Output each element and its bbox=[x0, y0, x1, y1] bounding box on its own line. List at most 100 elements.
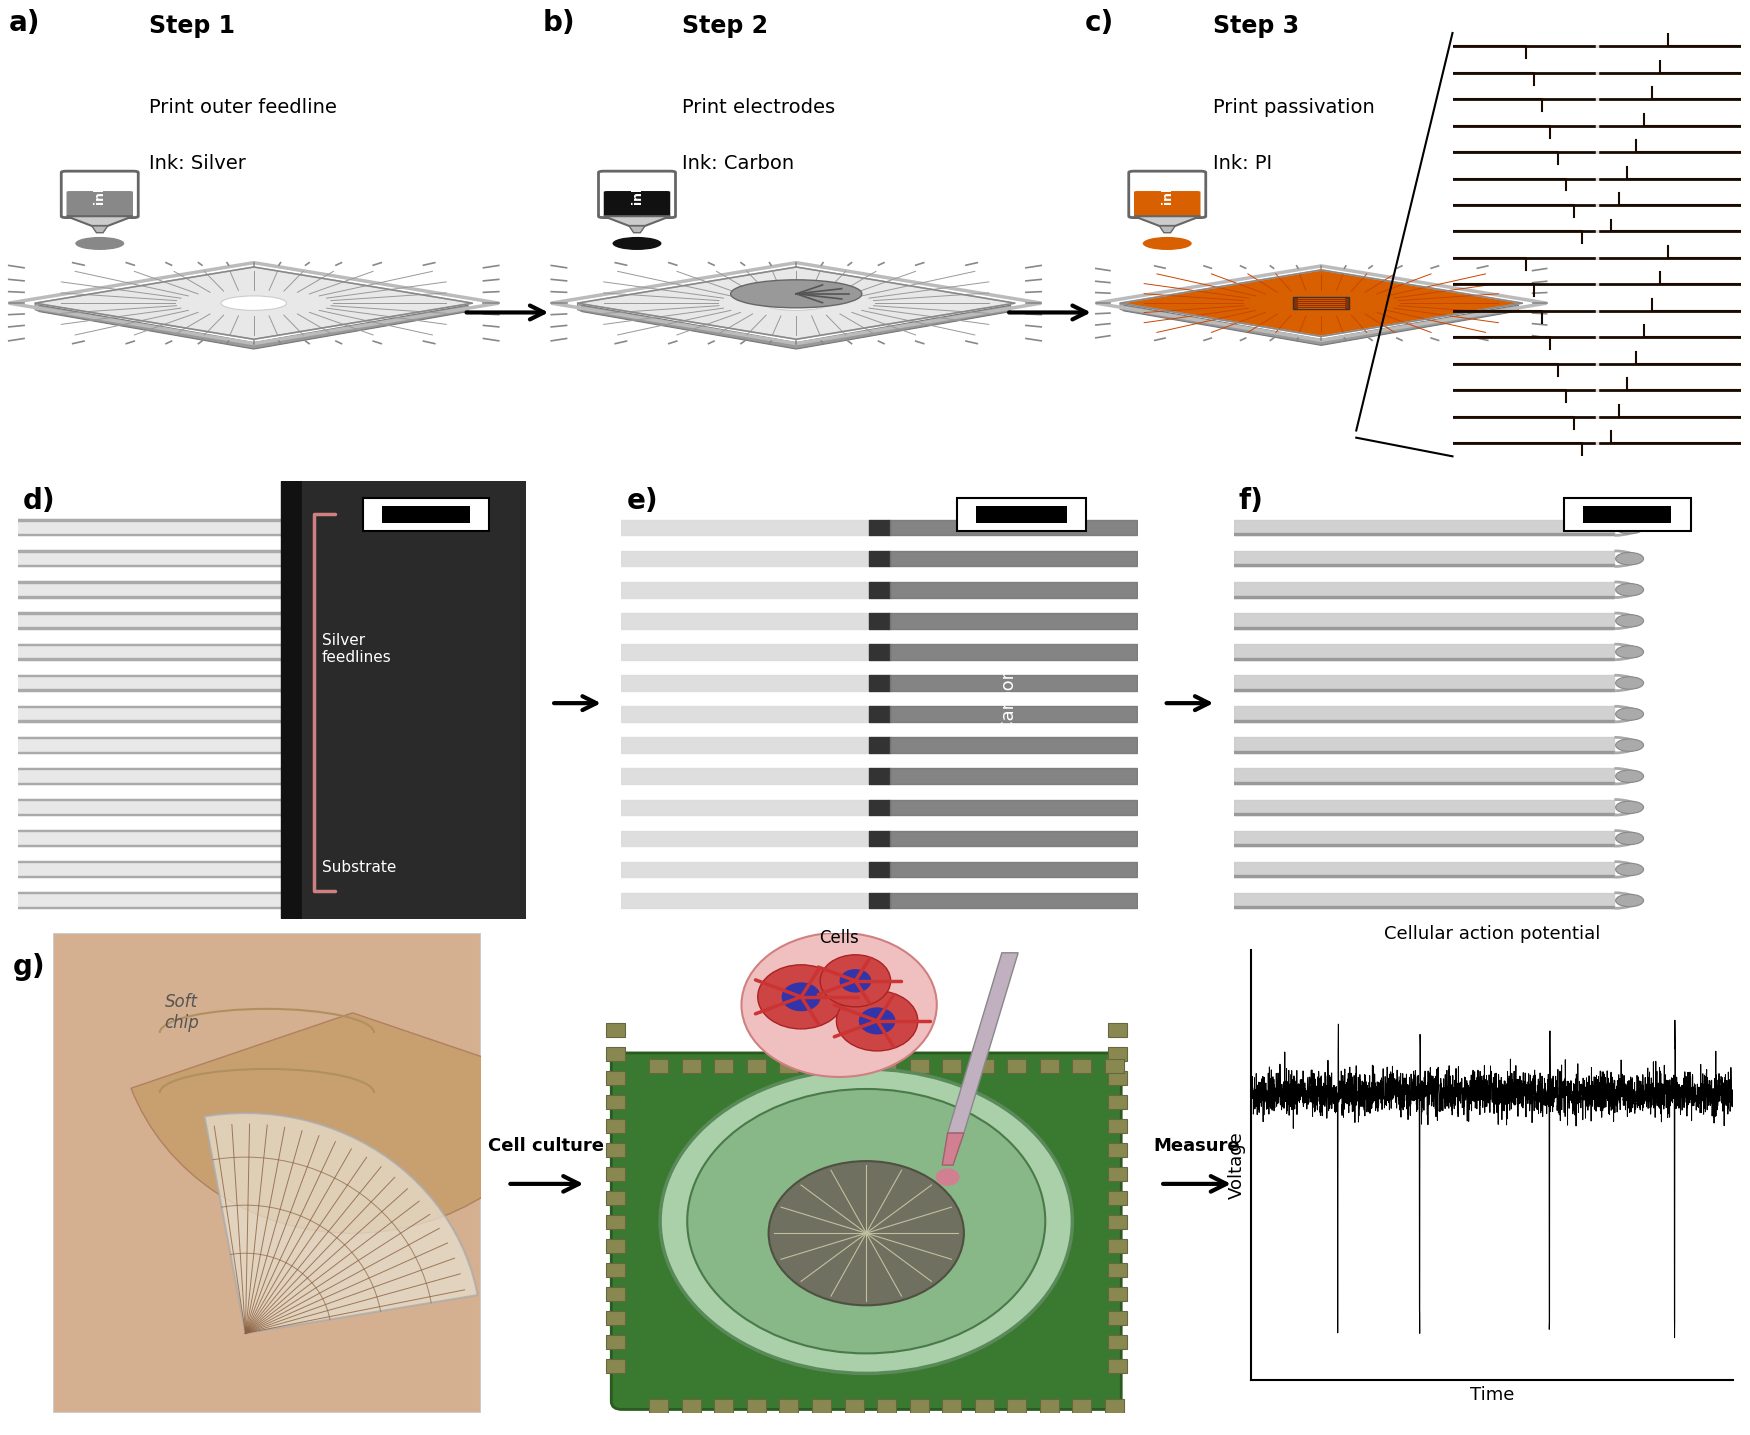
Bar bbox=[606, 1191, 625, 1205]
Text: Cells: Cells bbox=[819, 928, 859, 947]
Y-axis label: Voltage: Voltage bbox=[1228, 1131, 1246, 1200]
Text: c): c) bbox=[1085, 9, 1115, 37]
Bar bbox=[910, 1059, 929, 1073]
Ellipse shape bbox=[1615, 801, 1643, 814]
Bar bbox=[1582, 507, 1671, 522]
Ellipse shape bbox=[1615, 677, 1643, 689]
Bar bbox=[606, 1144, 625, 1157]
Polygon shape bbox=[205, 1114, 478, 1333]
FancyBboxPatch shape bbox=[1129, 171, 1206, 218]
Circle shape bbox=[660, 1069, 1073, 1373]
Polygon shape bbox=[628, 225, 646, 232]
FancyBboxPatch shape bbox=[52, 933, 481, 1413]
Text: Step 2: Step 2 bbox=[682, 14, 768, 37]
Bar bbox=[747, 1399, 766, 1413]
Bar bbox=[845, 1059, 863, 1073]
Bar bbox=[1108, 1144, 1127, 1157]
Bar bbox=[1564, 498, 1690, 531]
Bar bbox=[747, 1059, 766, 1073]
Bar bbox=[1008, 1399, 1026, 1413]
Text: Cell culture: Cell culture bbox=[488, 1137, 604, 1155]
Polygon shape bbox=[942, 1134, 964, 1165]
Bar bbox=[606, 1240, 625, 1253]
X-axis label: Time: Time bbox=[1470, 1386, 1514, 1403]
Title: Cellular action potential: Cellular action potential bbox=[1384, 926, 1600, 943]
Bar bbox=[910, 1399, 929, 1413]
Text: ink: ink bbox=[1160, 184, 1174, 204]
Polygon shape bbox=[66, 217, 133, 225]
Bar bbox=[1073, 1399, 1092, 1413]
Text: Print electrodes: Print electrodes bbox=[682, 98, 836, 116]
Bar bbox=[606, 1071, 625, 1085]
Bar bbox=[1108, 1095, 1127, 1109]
Ellipse shape bbox=[763, 296, 830, 310]
Bar bbox=[1108, 1359, 1127, 1373]
Ellipse shape bbox=[732, 280, 863, 307]
Bar bbox=[1073, 1059, 1092, 1073]
Text: Ink: Silver: Ink: Silver bbox=[149, 154, 245, 172]
Ellipse shape bbox=[1615, 739, 1643, 752]
Text: g): g) bbox=[12, 953, 46, 982]
Polygon shape bbox=[1124, 306, 1519, 346]
FancyBboxPatch shape bbox=[66, 191, 133, 217]
Circle shape bbox=[936, 1168, 959, 1185]
Polygon shape bbox=[581, 306, 1011, 349]
Bar bbox=[606, 1312, 625, 1326]
FancyBboxPatch shape bbox=[1134, 191, 1200, 217]
Bar bbox=[714, 1059, 733, 1073]
Circle shape bbox=[612, 237, 662, 250]
Ellipse shape bbox=[220, 296, 287, 310]
Bar bbox=[975, 1059, 994, 1073]
Text: Print passivation: Print passivation bbox=[1213, 98, 1374, 116]
Ellipse shape bbox=[1615, 521, 1643, 534]
Circle shape bbox=[821, 954, 891, 1007]
Bar bbox=[606, 1263, 625, 1277]
Bar bbox=[1108, 1071, 1127, 1085]
Polygon shape bbox=[1120, 303, 1124, 311]
Ellipse shape bbox=[1615, 894, 1643, 907]
Text: Step 3: Step 3 bbox=[1213, 14, 1298, 37]
Bar bbox=[382, 507, 471, 522]
Bar bbox=[1108, 1287, 1127, 1302]
Text: Soft
chip: Soft chip bbox=[164, 993, 198, 1032]
Bar bbox=[957, 498, 1085, 531]
Wedge shape bbox=[131, 1013, 574, 1233]
Text: f): f) bbox=[1239, 488, 1264, 515]
Ellipse shape bbox=[1615, 614, 1643, 627]
Polygon shape bbox=[578, 303, 581, 311]
Polygon shape bbox=[35, 267, 472, 339]
Bar bbox=[606, 1359, 625, 1373]
Text: Ink: Carbon: Ink: Carbon bbox=[682, 154, 794, 172]
Ellipse shape bbox=[1615, 864, 1643, 875]
Circle shape bbox=[768, 1161, 964, 1306]
Ellipse shape bbox=[1615, 771, 1643, 782]
Bar bbox=[606, 1336, 625, 1349]
Bar bbox=[606, 1215, 625, 1230]
Text: Silver
feedlines: Silver feedlines bbox=[322, 633, 392, 666]
FancyBboxPatch shape bbox=[598, 171, 676, 218]
Bar bbox=[1104, 1399, 1124, 1413]
Bar bbox=[606, 1023, 625, 1038]
Bar bbox=[606, 1095, 625, 1109]
Bar bbox=[779, 1059, 798, 1073]
Text: Step 1: Step 1 bbox=[149, 14, 234, 37]
Polygon shape bbox=[949, 953, 1018, 1134]
Polygon shape bbox=[604, 217, 670, 225]
Bar bbox=[1108, 1263, 1127, 1277]
Bar bbox=[1008, 1059, 1026, 1073]
Ellipse shape bbox=[1615, 584, 1643, 596]
Bar bbox=[779, 1399, 798, 1413]
Bar bbox=[1040, 1399, 1059, 1413]
FancyBboxPatch shape bbox=[604, 191, 670, 217]
Text: d): d) bbox=[23, 488, 56, 515]
Bar bbox=[649, 1399, 668, 1413]
FancyBboxPatch shape bbox=[61, 171, 138, 218]
Bar bbox=[1108, 1191, 1127, 1205]
Bar bbox=[1040, 1059, 1059, 1073]
Bar bbox=[1108, 1336, 1127, 1349]
Circle shape bbox=[1143, 237, 1192, 250]
Circle shape bbox=[840, 969, 872, 993]
Bar bbox=[1104, 1059, 1124, 1073]
Bar bbox=[682, 1059, 700, 1073]
Circle shape bbox=[782, 983, 821, 1012]
